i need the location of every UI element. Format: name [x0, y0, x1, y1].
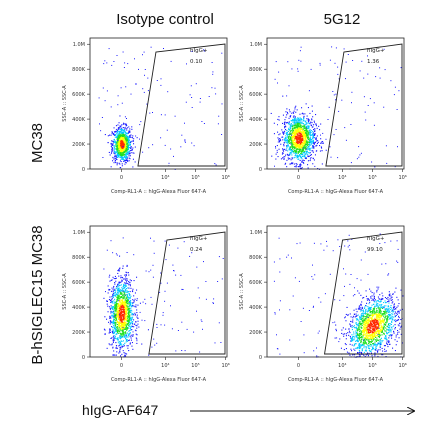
gate-percent: 99.10 — [367, 247, 383, 253]
y-tick-label: 0 — [82, 355, 85, 361]
plot-frame — [266, 225, 405, 358]
y-tick-label: 800K — [249, 67, 263, 73]
y-tick-label: 400K — [72, 117, 86, 123]
y-tick-label: 800K — [249, 255, 263, 261]
x-tick-label: 10⁵ — [368, 175, 376, 181]
row-title-hsiglec15: B-hSIGLEC15 MC38 — [29, 225, 46, 364]
column-title-5g12: 5G12 — [324, 11, 361, 28]
row-title-mc38: MC38 — [29, 123, 46, 163]
x-tick-label: 0 — [297, 175, 300, 181]
y-tick-label: 600K — [249, 92, 263, 98]
gate-polygon — [137, 43, 226, 167]
x-tick-label: 10⁶ — [398, 363, 406, 369]
gate-polygon — [325, 43, 403, 167]
y-tick-label: 200K — [72, 142, 86, 148]
x-tick-label: 10⁴ — [338, 363, 346, 369]
y-tick-label: 200K — [249, 330, 263, 336]
event-dots — [270, 46, 402, 170]
y-tick-label: 1.0M — [250, 42, 262, 48]
flow-panel: hIgG+ 0.10 0 200K 400K 600K 800K 1.0M 0 10⁴ 10⁵ 10⁶… — [62, 37, 230, 195]
x-axis-label: Comp-RL1-A :: hIgG-Alexa Fluor 647-A — [111, 377, 207, 383]
x-tick-label: 0 — [120, 363, 123, 369]
y-tick-label: 400K — [72, 305, 86, 311]
x-tick-label: 0 — [120, 175, 123, 181]
y-tick-label: 0 — [259, 355, 262, 361]
x-tick-label: 0 — [297, 363, 300, 369]
y-tick-label: 0 — [259, 167, 262, 173]
gate-name: hIgG+ — [190, 236, 208, 242]
gate-polygon — [324, 231, 403, 355]
y-tick-label: 200K — [72, 330, 86, 336]
plot-frame — [89, 225, 228, 358]
x-tick-label: 10⁶ — [221, 363, 229, 369]
flow-panels: hIgG+ 0.10 0 200K 400K 600K 800K 1.0M 0 10⁴ 10⁵ 10⁶… — [62, 37, 407, 383]
gate-polygon — [148, 231, 226, 355]
y-tick-label: 1.0M — [250, 230, 262, 236]
x-tick-label: 10⁴ — [161, 363, 169, 369]
y-axis-label: SSC-A :: SSC-A — [62, 273, 68, 310]
x-axis-label: Comp-RL1-A :: hIgG-Alexa Fluor 647-A — [111, 189, 207, 195]
y-axis-label: SSC-A :: SSC-A — [239, 273, 245, 310]
y-tick-label: 400K — [249, 117, 263, 123]
x-tick-label: 10⁶ — [221, 175, 229, 181]
x-tick-label: 10⁴ — [338, 175, 346, 181]
gate-name: hIgG+ — [190, 48, 208, 54]
y-tick-label: 400K — [249, 305, 263, 311]
y-tick-label: 600K — [72, 92, 86, 98]
y-tick-label: 800K — [72, 67, 86, 73]
x-tick-label: 10⁶ — [398, 175, 406, 181]
x-axis-label: Comp-RL1-A :: hIgG-Alexa Fluor 647-A — [288, 189, 384, 195]
flow-panel: hIgG+ 1.36 0 200K 400K 600K 800K 1.0M 0 10⁴ 10⁵ 10⁶… — [239, 37, 407, 195]
gate-percent: 0.24 — [190, 247, 203, 253]
y-tick-label: 1.0M — [73, 230, 85, 236]
y-tick-label: 800K — [72, 255, 86, 261]
x-tick-label: 10⁵ — [368, 363, 376, 369]
x-direction-label: hIgG-AF647 — [82, 402, 158, 418]
plot-frame — [266, 37, 405, 170]
x-tick-label: 10⁵ — [191, 363, 199, 369]
event-dots — [103, 236, 224, 358]
event-dots — [98, 46, 223, 170]
gate-name: hIgG+ — [367, 48, 385, 54]
y-axis-label: SSC-A :: SSC-A — [62, 85, 68, 122]
y-tick-label: 1.0M — [73, 42, 85, 48]
flow-panel: hIgG+ 99.10 0 200K 400K 600K 800K 1.0M 0 10⁴ 10⁵ 10… — [239, 225, 407, 383]
gate-percent: 1.36 — [367, 59, 380, 65]
x-tick-label: 10⁴ — [161, 175, 169, 181]
gate-percent: 0.10 — [190, 59, 203, 65]
y-tick-label: 200K — [249, 142, 263, 148]
y-axis-label: SSC-A :: SSC-A — [239, 85, 245, 122]
y-tick-label: 600K — [72, 280, 86, 286]
flow-panel: hIgG+ 0.24 0 200K 400K 600K 800K 1.0M 0 10⁴ 10⁵ 10⁶… — [62, 225, 230, 383]
gate-name: hIgG+ — [367, 236, 385, 242]
y-tick-label: 600K — [249, 280, 263, 286]
plot-frame — [89, 37, 228, 170]
event-dots — [273, 233, 404, 358]
x-tick-label: 10⁵ — [191, 175, 199, 181]
column-title-isotype: Isotype control — [116, 11, 214, 28]
y-tick-label: 0 — [82, 167, 85, 173]
x-axis-label: Comp-RL1-A :: hIgG-Alexa Fluor 647-A — [288, 377, 384, 383]
